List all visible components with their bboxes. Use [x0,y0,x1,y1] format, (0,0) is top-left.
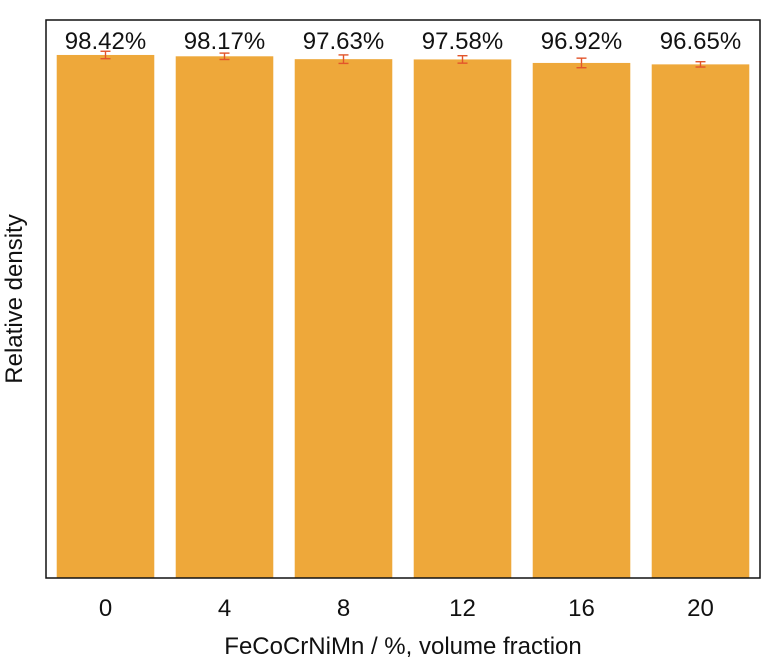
bar-4 [175,56,274,578]
bar-16 [532,62,631,578]
axes [45,19,761,579]
x-tick-label-20: 20 [687,595,714,622]
x-tick-label-0: 0 [99,595,112,622]
x-tick-label-12: 12 [449,595,476,622]
data-label-20: 96.65% [660,28,741,55]
error-bar-4 [219,52,230,61]
x-tick-label-4: 4 [218,595,231,622]
data-label-0: 98.42% [65,28,146,55]
bars-layer [56,54,750,579]
plot-frame [45,19,761,579]
data-labels-layer: 98.42% 98.17% 97.63% 97.58% 96.92% 96.65% [65,28,741,55]
bar-8 [294,59,393,579]
error-bar-20 [695,61,706,68]
x-axis-label: FeCoCrNiMn / %, volume fraction [224,633,581,660]
error-bar-8 [338,54,349,65]
data-label-12: 97.58% [422,28,503,55]
bar-0 [56,54,155,578]
bar-12 [413,59,512,578]
error-bar-0 [100,50,111,60]
data-label-8: 97.63% [303,28,384,55]
x-tick-label-8: 8 [337,595,350,622]
error-bar-16 [576,57,587,69]
y-axis-label: Relative density [1,214,28,383]
bar-20 [651,64,750,579]
error-bar-12 [457,55,468,64]
x-tick-labels: 0 4 8 12 16 20 [99,595,714,622]
error-bars-layer [100,50,706,69]
data-label-4: 98.17% [184,28,265,55]
x-tick-label-16: 16 [568,595,595,622]
data-label-16: 96.92% [541,28,622,55]
